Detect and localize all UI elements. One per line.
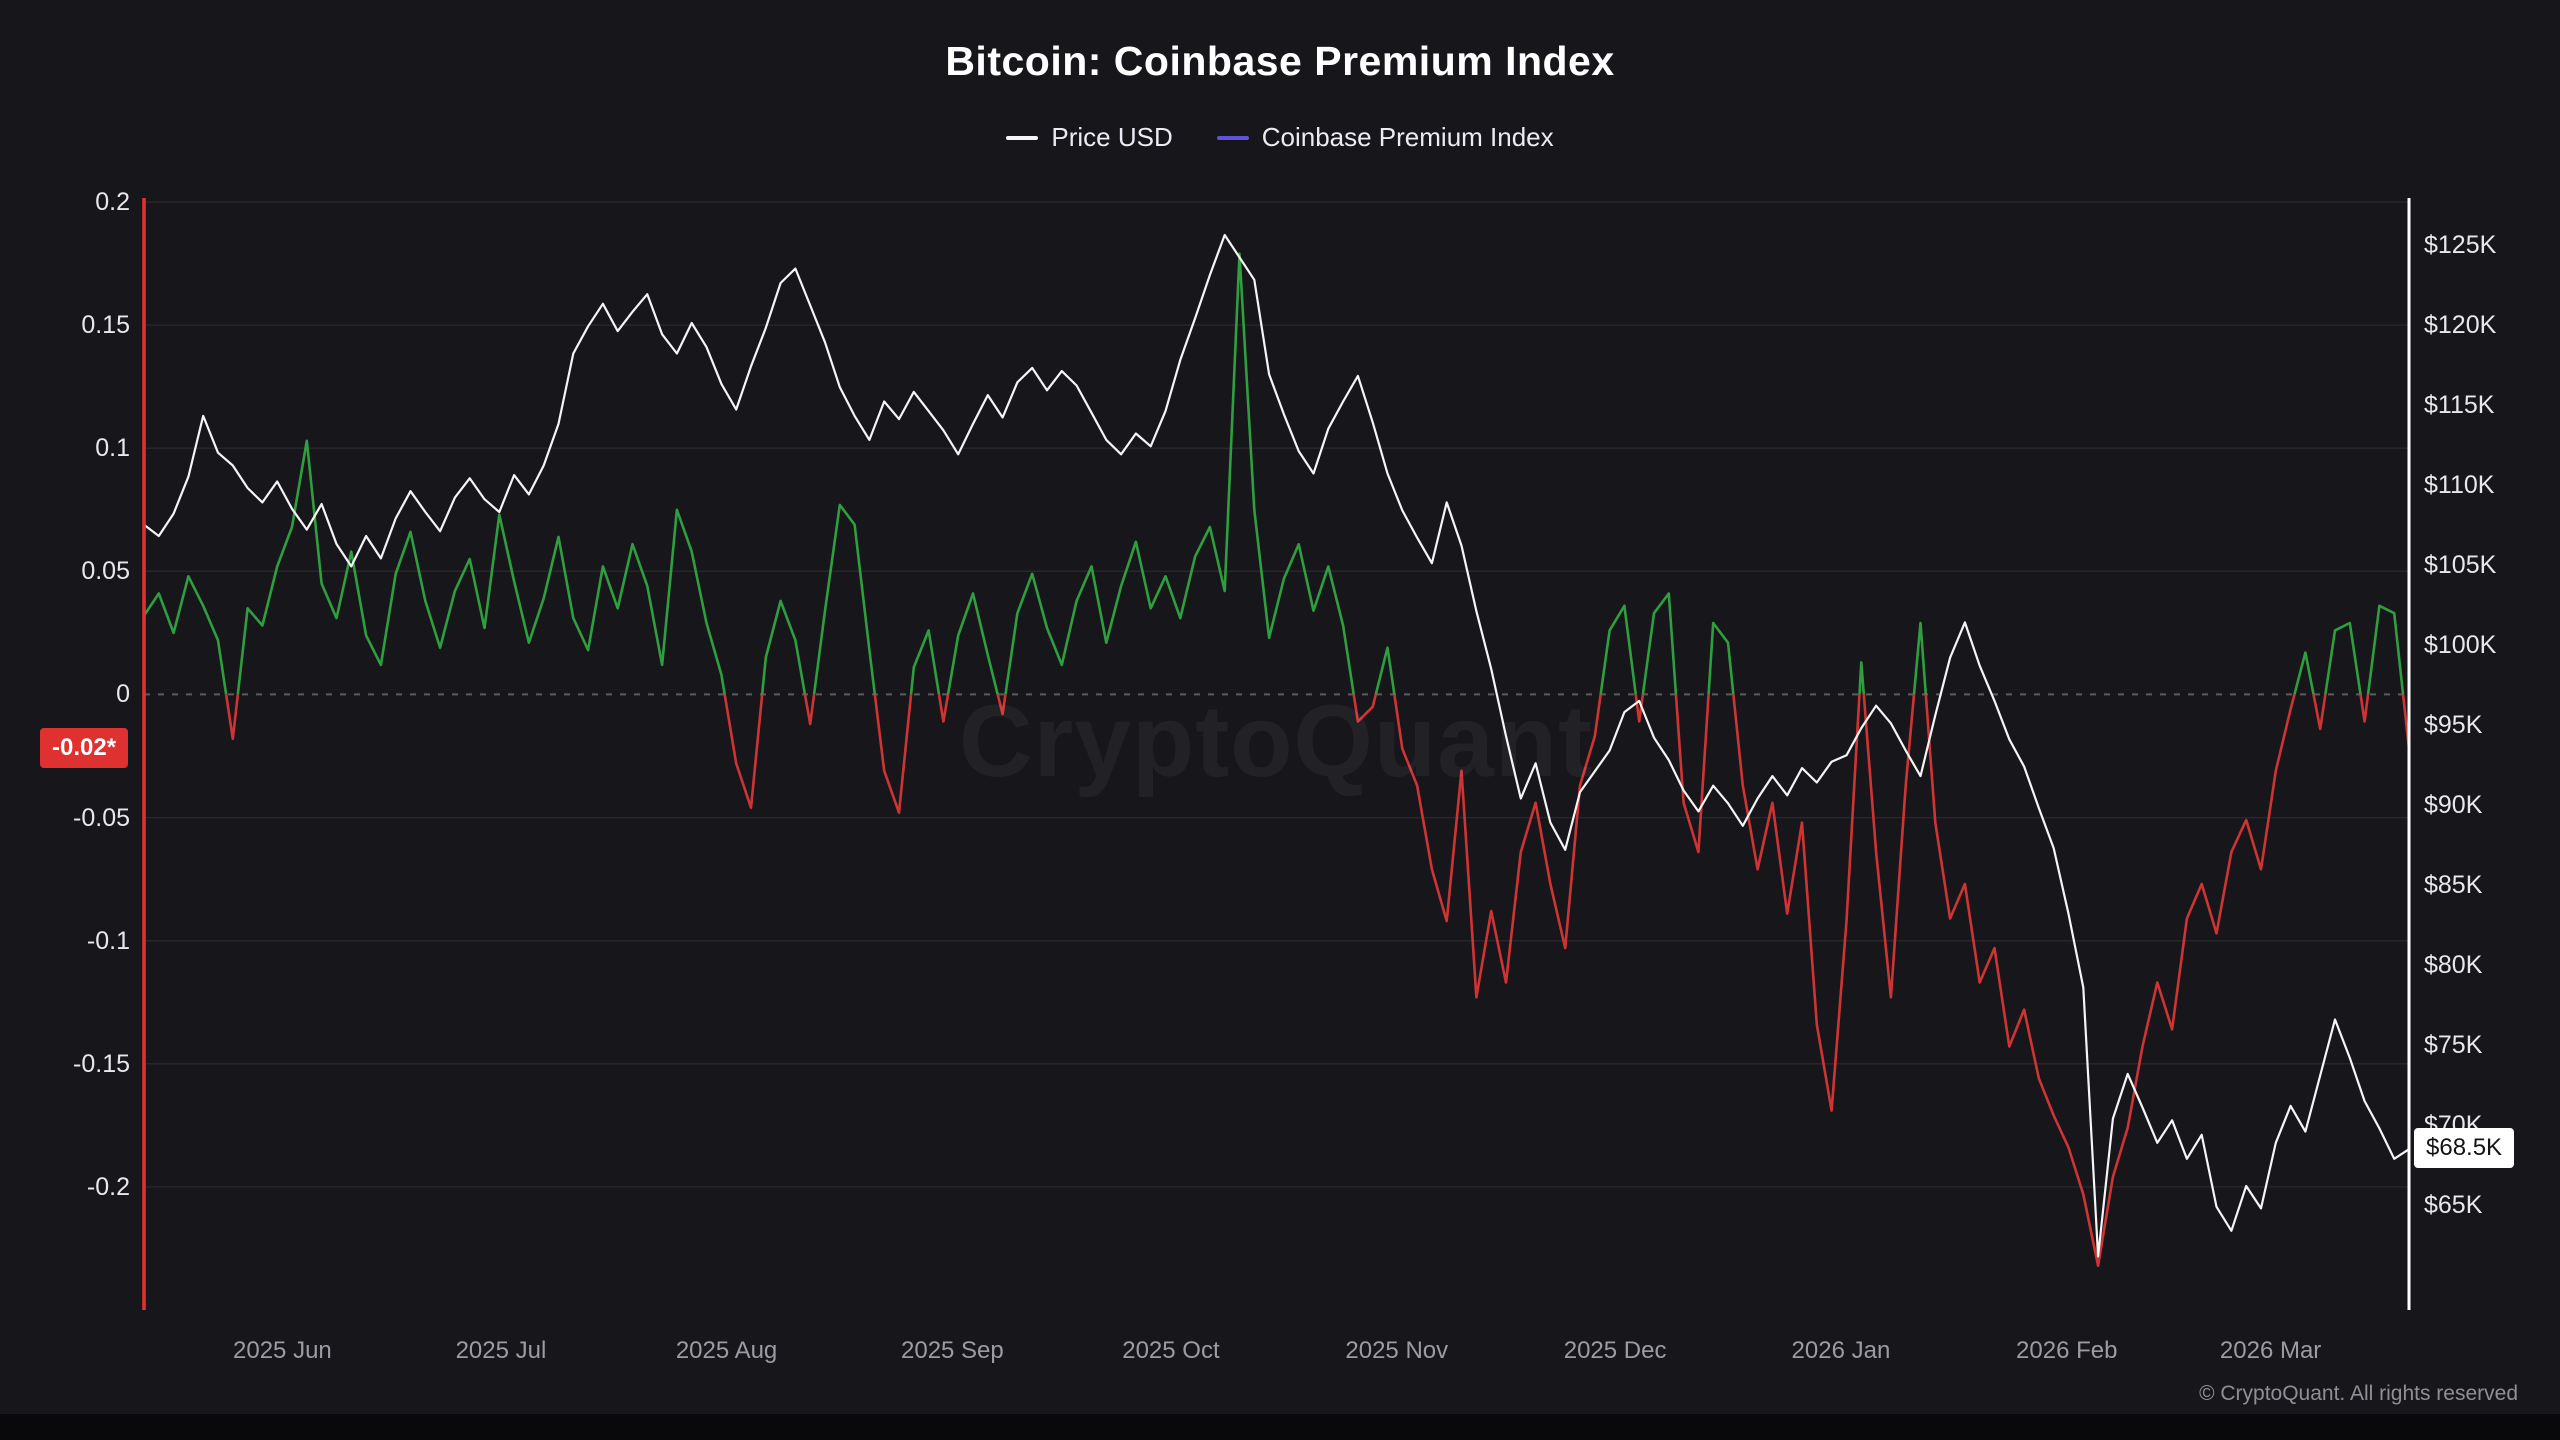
x-axis-tick: 2026 Feb [2016,1337,2118,1364]
copyright: © CryptoQuant. All rights reserved [2199,1382,2518,1405]
bottom-bar [0,1414,2560,1440]
right-axis-tick: $95K [2424,710,2483,739]
legend-item-coinbase-premium-index[interactable]: Coinbase Premium Index [1216,122,1554,153]
premium-line-positive [142,252,2405,695]
x-axis-tick: 2026 Jan [1791,1337,1891,1364]
legend-label: Price USD [1051,122,1173,152]
x-axis-tick: 2025 Sep [900,1337,1004,1364]
left-axis-tick: -0.1 [86,926,130,955]
x-axis-tick: 2025 Nov [1345,1337,1449,1364]
left-axis-tick: 0 [116,680,130,709]
legend-line-swatch [1216,135,1249,140]
right-axis-tick: $80K [2424,951,2483,980]
right-axis-tick: $125K [2424,230,2497,259]
left-axis-tick: 0.1 [95,434,130,463]
right-axis-tick: $105K [2424,550,2497,579]
left-axis-tick: -0.05 [73,803,130,832]
page-title: Bitcoin: Coinbase Premium Index [945,38,1615,84]
right-axis-tick: $75K [2424,1031,2483,1060]
right-axis-tick: $100K [2424,630,2497,659]
premium-current-badge: -0.02* [40,727,129,768]
left-axis-tick: -0.15 [73,1049,130,1078]
left-axis-tick: 0.15 [81,311,130,340]
left-axis-tick: -0.2 [86,1172,130,1201]
right-axis-tick: $85K [2424,871,2483,899]
left-axis-tick: 0.2 [95,188,130,216]
legend-line-swatch [1006,135,1039,140]
right-axis-tick: $90K [2424,790,2483,819]
x-axis-tick: 2026 Mar [2219,1337,2322,1364]
right-axis-tick: $120K [2424,310,2497,339]
legend: Price USD Coinbase Premium Index [0,122,2560,153]
x-axis-tick: 2025 Jul [455,1337,547,1364]
right-axis-tick: $65K [2424,1191,2483,1220]
x-axis-tick: 2025 Jun [233,1337,332,1364]
x-axis-tick: 2025 Aug [675,1337,778,1364]
x-axis-tick: 2025 Oct [1122,1337,1220,1364]
right-axis-tick: $110K [2424,470,2495,499]
price-current-badge: $68.5K [2414,1128,2515,1169]
right-axis-tick: $115K [2424,390,2495,419]
left-axis-tick: 0.05 [81,557,130,586]
price-line [143,233,2410,1258]
legend-item-price-usd[interactable]: Price USD [1006,122,1173,153]
x-axis-tick: 2025 Dec [1563,1337,1667,1364]
premium-line-negative [224,694,2411,1267]
legend-label: Coinbase Premium Index [1261,122,1554,152]
